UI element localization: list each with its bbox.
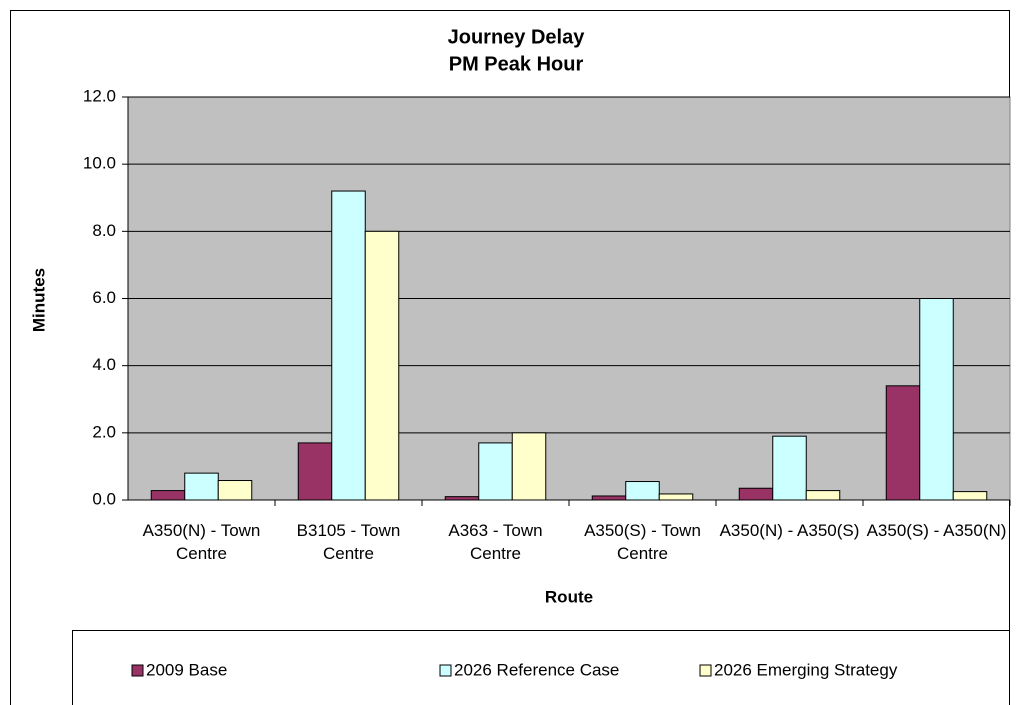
legend-box	[72, 630, 1010, 705]
y-tick-label: 10.0	[83, 154, 116, 173]
bar	[331, 190, 366, 501]
x-tick-label: A350(S) - A350(N)	[866, 521, 1007, 540]
x-tick-label: A363 - Town Centre	[448, 521, 543, 563]
x-tick-label: B3105 - Town Centre	[296, 521, 401, 563]
bar	[297, 442, 333, 501]
bar	[478, 442, 513, 501]
bar	[919, 298, 954, 501]
y-tick-label: 12.0	[83, 86, 116, 105]
bar	[444, 496, 480, 501]
legend-label: 2009 Base	[146, 660, 227, 679]
y-tick-label: 2.0	[92, 422, 116, 441]
legend-label: 2026 Reference Case	[454, 660, 619, 679]
y-tick-label: 0.0	[92, 489, 116, 508]
y-tick-label: 4.0	[92, 355, 116, 374]
bar	[805, 490, 841, 501]
bar	[150, 490, 186, 501]
bar	[591, 495, 627, 501]
bar	[885, 385, 921, 501]
y-tick-label: 8.0	[92, 221, 116, 240]
legend-swatch	[699, 664, 712, 677]
bar	[772, 435, 807, 501]
x-axis-label: Route	[545, 587, 593, 606]
bar	[184, 472, 219, 501]
chart-title: Journey Delay	[448, 26, 586, 48]
y-tick-label: 6.0	[92, 288, 116, 307]
legend-swatch	[439, 664, 452, 677]
x-tick-label: A350(S) - Town Centre	[584, 521, 701, 563]
x-tick-label: A350(N) - Town Centre	[142, 521, 261, 563]
y-axis-label: Minutes	[29, 268, 48, 332]
bar	[625, 481, 660, 501]
bar	[738, 487, 774, 501]
bar	[658, 493, 694, 501]
x-tick-label: A350(N) - A350(S)	[719, 521, 860, 540]
chart-title: PM Peak Hour	[449, 53, 584, 75]
legend-swatch	[131, 664, 144, 677]
legend-label: 2026 Emerging Strategy	[714, 660, 898, 679]
bar	[217, 480, 253, 501]
bar	[511, 432, 547, 501]
bar	[952, 491, 988, 501]
bar	[364, 230, 400, 501]
